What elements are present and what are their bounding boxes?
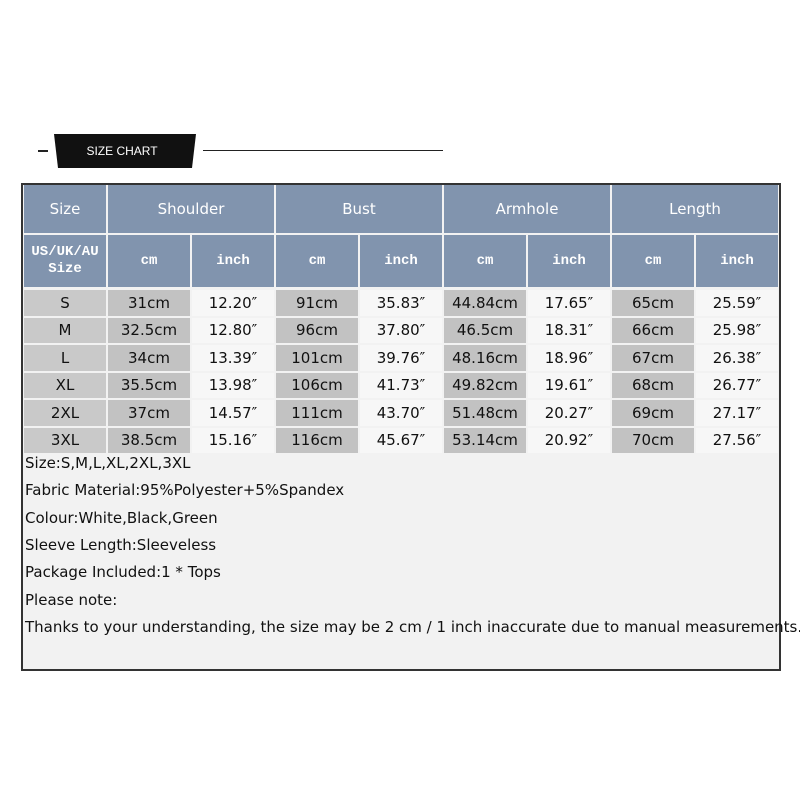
value-cell: 65cm xyxy=(612,290,694,316)
value-cell: 111cm xyxy=(276,400,358,426)
title: SIZE CHART xyxy=(86,144,158,158)
value-cell: 25.59″ xyxy=(696,290,778,316)
unit-header: cm xyxy=(276,235,358,287)
value-cell: 69cm xyxy=(612,400,694,426)
value-cell: 43.70″ xyxy=(360,400,442,426)
group-header: Armhole xyxy=(444,185,610,233)
value-cell: 45.67″ xyxy=(360,427,442,453)
value-cell: 51.48cm xyxy=(444,400,526,426)
size-cell: XL xyxy=(24,372,106,398)
note: Sleeve Length:Sleeveless xyxy=(25,535,217,554)
value-cell: 15.16″ xyxy=(192,427,274,453)
size-cell: S xyxy=(24,290,106,316)
value-cell: 20.27″ xyxy=(528,400,610,426)
size-label: US/UK/AU Size xyxy=(24,235,106,287)
value-cell: 32.5cm xyxy=(108,317,190,343)
note: Please note: xyxy=(25,590,118,609)
size-cell: M xyxy=(24,317,106,343)
note: Fabric Material:95%Polyester+5%Spandex xyxy=(25,481,345,500)
value-cell: 20.92″ xyxy=(528,427,610,453)
unit-header: inch xyxy=(528,235,610,287)
value-cell: 18.31″ xyxy=(528,317,610,343)
size-cell: L xyxy=(24,345,106,371)
value-cell: 13.39″ xyxy=(192,345,274,371)
value-cell: 12.80″ xyxy=(192,317,274,343)
unit-header: inch xyxy=(192,235,274,287)
unit-header: cm xyxy=(444,235,526,287)
size-cell: 2XL xyxy=(24,400,106,426)
value-cell: 68cm xyxy=(612,372,694,398)
value-cell: 14.57″ xyxy=(192,400,274,426)
value-cell: 44.84cm xyxy=(444,290,526,316)
value-cell: 27.56″ xyxy=(696,427,778,453)
unit-header: cm xyxy=(108,235,190,287)
value-cell: 12.20″ xyxy=(192,290,274,316)
unit-header: cm xyxy=(612,235,694,287)
value-cell: 13.98″ xyxy=(192,372,274,398)
value-cell: 106cm xyxy=(276,372,358,398)
group-header: Size xyxy=(24,185,106,233)
value-cell: 35.5cm xyxy=(108,372,190,398)
size-label-line: US/UK/AU xyxy=(31,244,99,260)
value-cell: 25.98″ xyxy=(696,317,778,343)
value-cell: 37cm xyxy=(108,400,190,426)
value-cell: 26.38″ xyxy=(696,345,778,371)
value-cell: 39.76″ xyxy=(360,345,442,371)
value-cell: 19.61″ xyxy=(528,372,610,398)
size-label-line: Size xyxy=(48,261,82,277)
value-cell: 27.17″ xyxy=(696,400,778,426)
note: Size:S,M,L,XL,2XL,3XL xyxy=(25,454,191,472)
value-cell: 38.5cm xyxy=(108,427,190,453)
value-cell: 31cm xyxy=(108,290,190,316)
group-header: Length xyxy=(612,185,778,233)
value-cell: 116cm xyxy=(276,427,358,453)
value-cell: 35.83″ xyxy=(360,290,442,316)
dash xyxy=(38,150,48,152)
note: Colour:White,Black,Green xyxy=(25,508,218,527)
title-badge: SIZE CHART xyxy=(54,134,196,168)
value-cell: 37.80″ xyxy=(360,317,442,343)
unit-header: inch xyxy=(360,235,442,287)
rule xyxy=(203,150,443,151)
value-cell: 48.16cm xyxy=(444,345,526,371)
value-cell: 91cm xyxy=(276,290,358,316)
value-cell: 46.5cm xyxy=(444,317,526,343)
value-cell: 96cm xyxy=(276,317,358,343)
size-cell: 3XL xyxy=(24,427,106,453)
group-header: Shoulder xyxy=(108,185,274,233)
group-header: Bust xyxy=(276,185,442,233)
note: Thanks to your understanding, the size m… xyxy=(25,617,800,636)
value-cell: 67cm xyxy=(612,345,694,371)
value-cell: 41.73″ xyxy=(360,372,442,398)
value-cell: 49.82cm xyxy=(444,372,526,398)
note: Package Included:1 * Tops xyxy=(25,563,221,582)
value-cell: 53.14cm xyxy=(444,427,526,453)
value-cell: 17.65″ xyxy=(528,290,610,316)
value-cell: 26.77″ xyxy=(696,372,778,398)
unit-header: inch xyxy=(696,235,778,287)
value-cell: 70cm xyxy=(612,427,694,453)
value-cell: 18.96″ xyxy=(528,345,610,371)
value-cell: 66cm xyxy=(612,317,694,343)
value-cell: 34cm xyxy=(108,345,190,371)
value-cell: 101cm xyxy=(276,345,358,371)
